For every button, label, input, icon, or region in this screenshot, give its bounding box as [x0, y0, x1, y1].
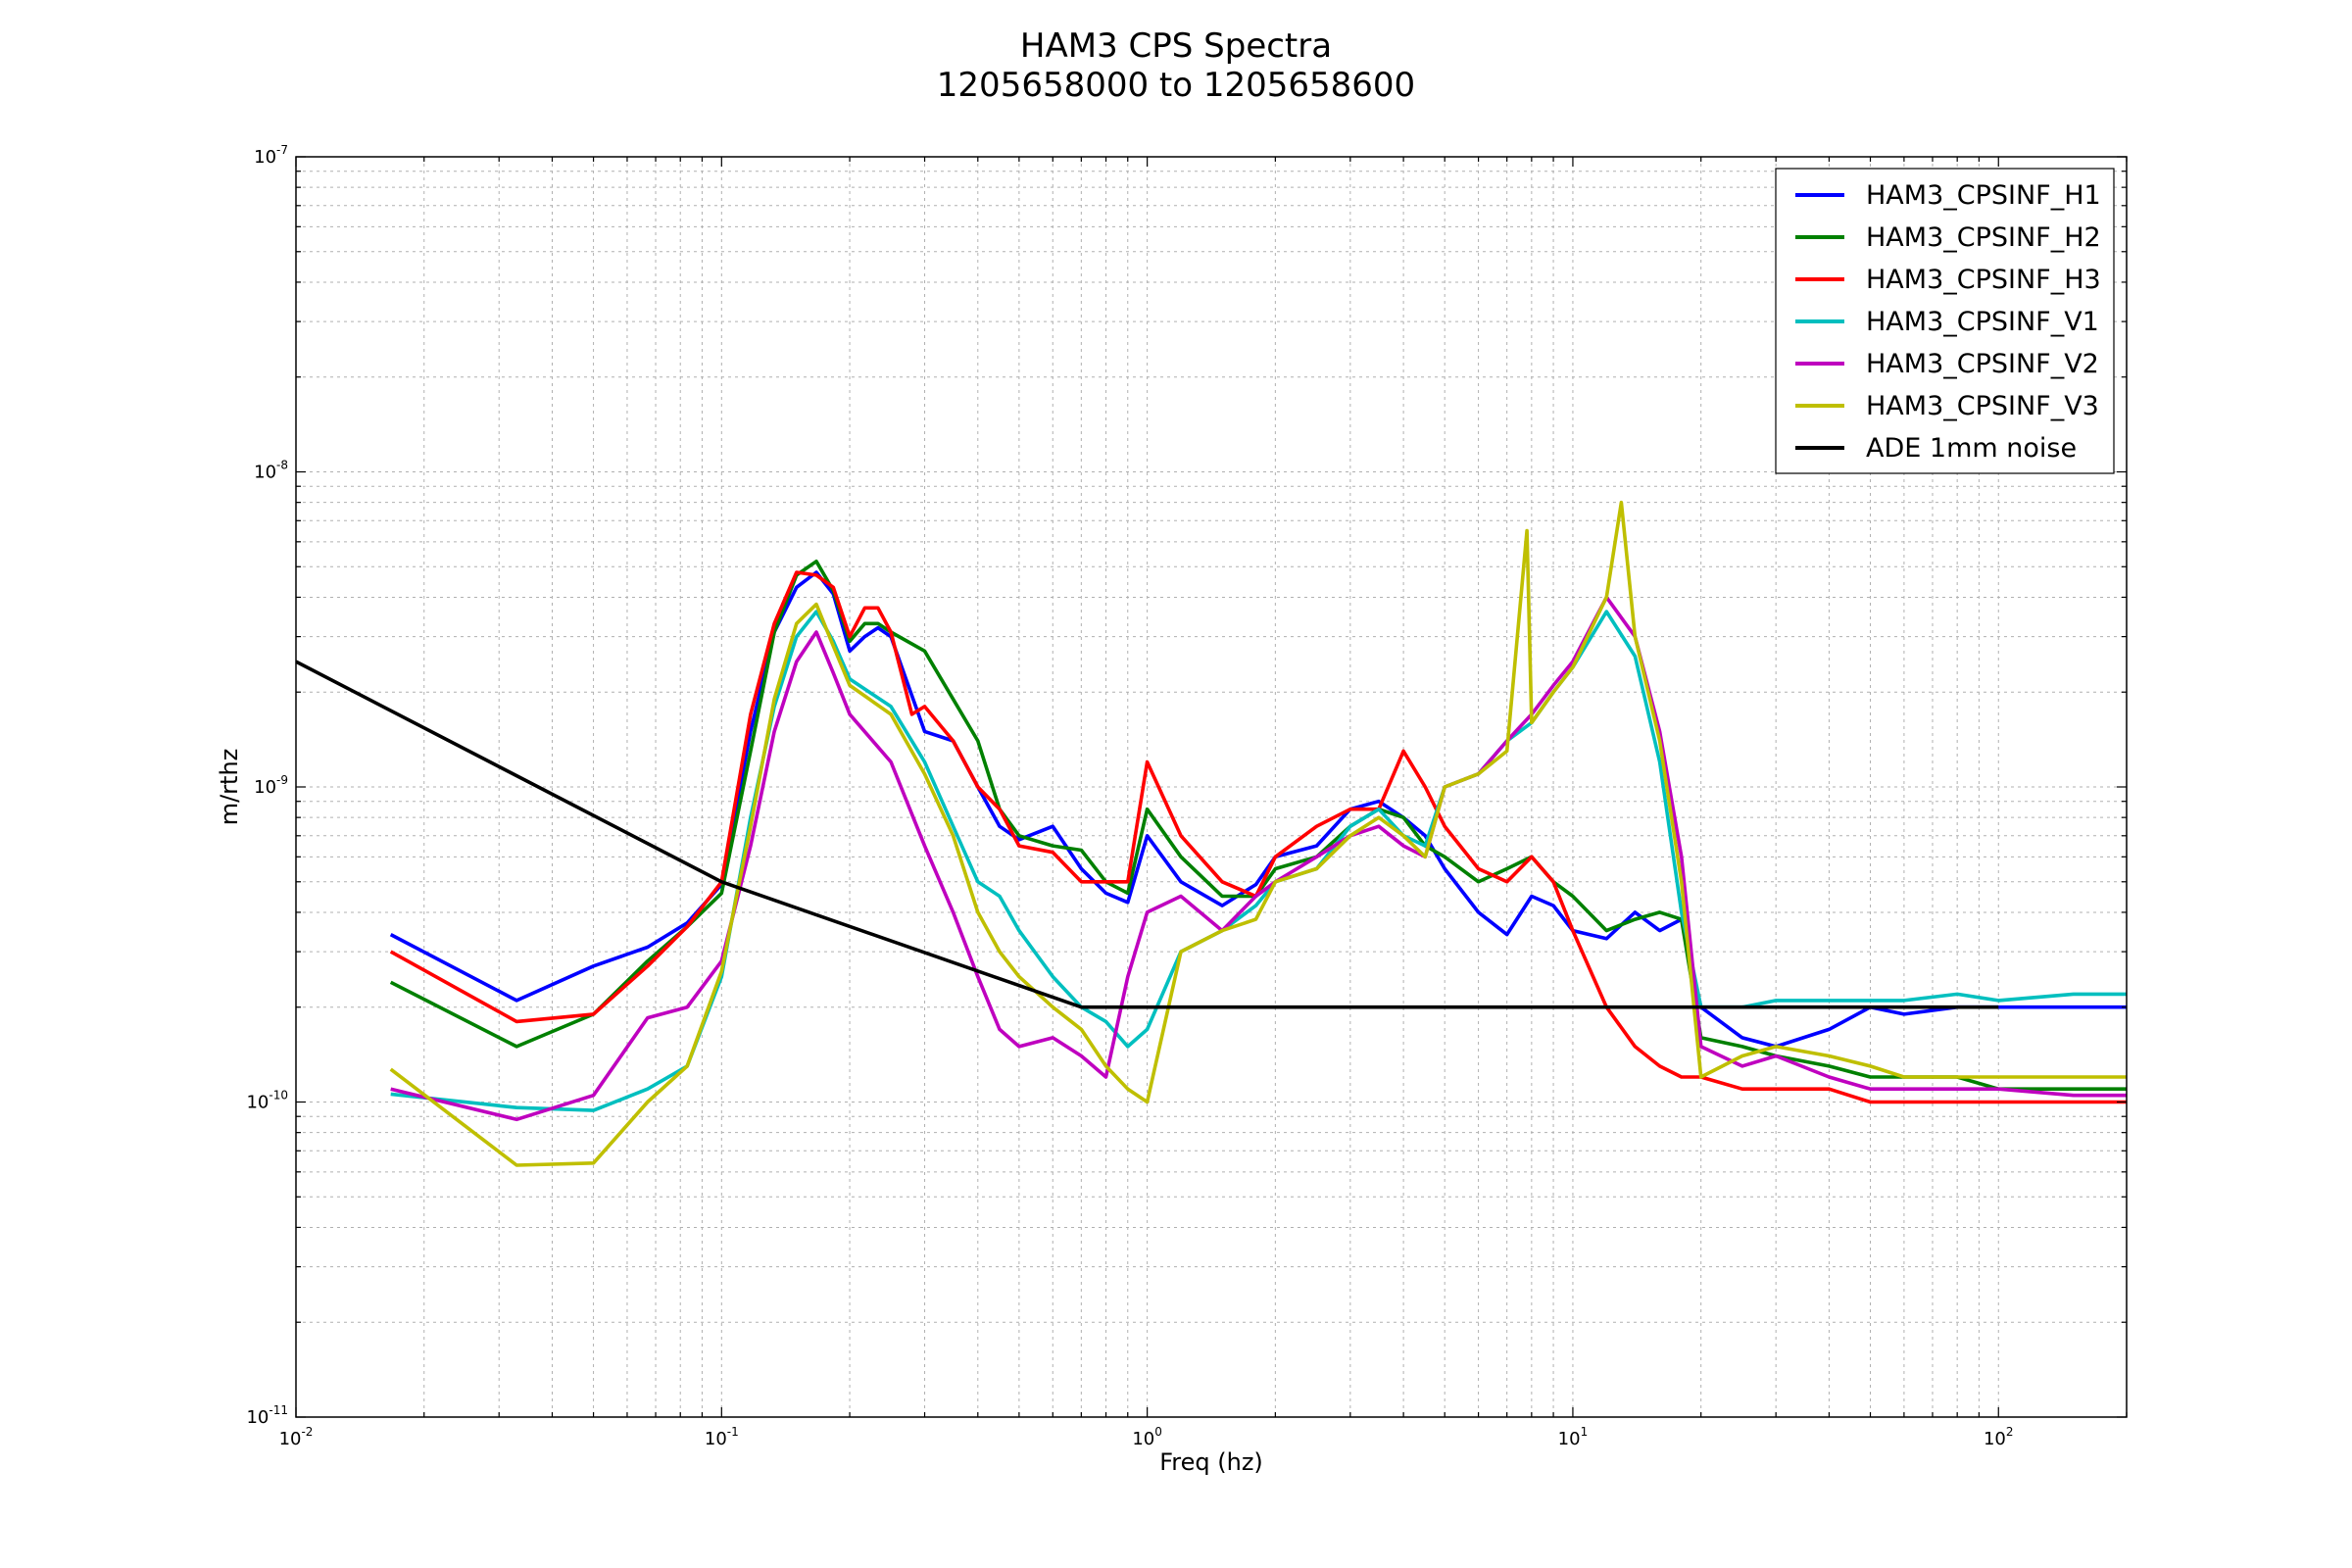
- axis-ticks: 10-2 10-1 100 101 102 10-11 10-10 10-9 10-8 10-7: [246, 143, 2128, 1449]
- x-tick-label: 10-2: [279, 1425, 314, 1449]
- legend-label: HAM3_CPSINF_V2: [1866, 349, 2099, 379]
- series-line-ham3-cpsinf-h2: [389, 559, 2127, 1091]
- legend: HAM3_CPSINF_H1 HAM3_CPSINF_H2 HAM3_CPSINF_…: [1775, 168, 2115, 474]
- x-tick-label: 102: [1984, 1425, 2014, 1449]
- legend-label: HAM3_CPSINF_H3: [1866, 265, 2101, 295]
- legend-label: HAM3_CPSINF_V1: [1866, 307, 2099, 337]
- chart-subtitle: 1205658000 to 1205658600: [937, 66, 1415, 105]
- x-tick-label: 10-1: [705, 1425, 739, 1449]
- legend-label: ADE 1mm noise: [1866, 433, 2077, 464]
- legend-entries: HAM3_CPSINF_H1 HAM3_CPSINF_H2 HAM3_CPSINF_…: [1795, 180, 2101, 464]
- y-tick-label: 10-10: [246, 1089, 288, 1113]
- grid: [296, 157, 2127, 1417]
- legend-label: HAM3_CPSINF_H1: [1866, 180, 2101, 211]
- y-tick-label: 10-7: [254, 143, 288, 168]
- chart-title: HAM3 CPS Spectra: [1020, 26, 1332, 66]
- y-tick-label: 10-9: [254, 773, 288, 798]
- series-line-ham3-cpsinf-v2: [390, 595, 2127, 1122]
- legend-label: HAM3_CPSINF_V3: [1866, 391, 2099, 421]
- series-line-ade-1mm-noise: [296, 660, 1999, 1009]
- x-tick-label: 100: [1132, 1425, 1162, 1449]
- plot-series: [296, 500, 2127, 1167]
- series-line-ham3-cpsinf-v3: [389, 500, 2127, 1167]
- y-tick-label: 10-8: [254, 459, 288, 483]
- x-tick-label: 101: [1558, 1425, 1589, 1449]
- legend-label: HAM3_CPSINF_H2: [1866, 222, 2101, 253]
- x-axis-label: Freq (hz): [1159, 1448, 1263, 1476]
- y-tick-label: 10-11: [246, 1403, 288, 1428]
- y-axis-label: m/rthz: [216, 749, 243, 826]
